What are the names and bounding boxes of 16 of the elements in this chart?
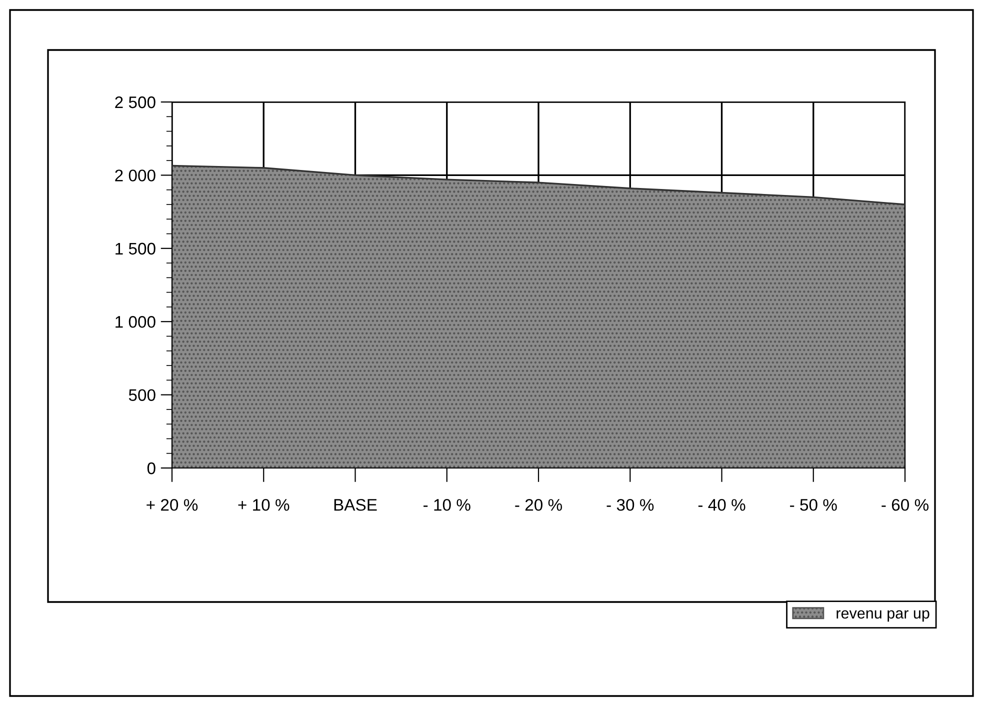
y-tick-label: 1 000	[116, 316, 156, 328]
y-tick-label: 1 500	[116, 242, 156, 255]
x-tick-label: - 20 %	[515, 498, 562, 511]
y-tick-label: 2 000	[115, 170, 156, 182]
y-tick-label: 0	[147, 462, 156, 474]
x-tick-label: - 60 %	[882, 498, 928, 511]
y-tick-label: 2 500	[115, 96, 156, 108]
y-tick-label: 500	[128, 389, 156, 402]
x-tick-label: - 10 %	[424, 498, 470, 511]
x-tick-label: + 20 %	[146, 498, 198, 511]
x-tick-label: BASE	[334, 498, 377, 511]
x-tick-label: + 10 %	[238, 498, 290, 511]
x-tick-label: - 50 %	[790, 498, 837, 511]
x-tick-label: - 40 %	[698, 498, 746, 511]
x-tick-label: - 30 %	[606, 498, 654, 511]
legend-label: revenu par up	[836, 610, 930, 622]
